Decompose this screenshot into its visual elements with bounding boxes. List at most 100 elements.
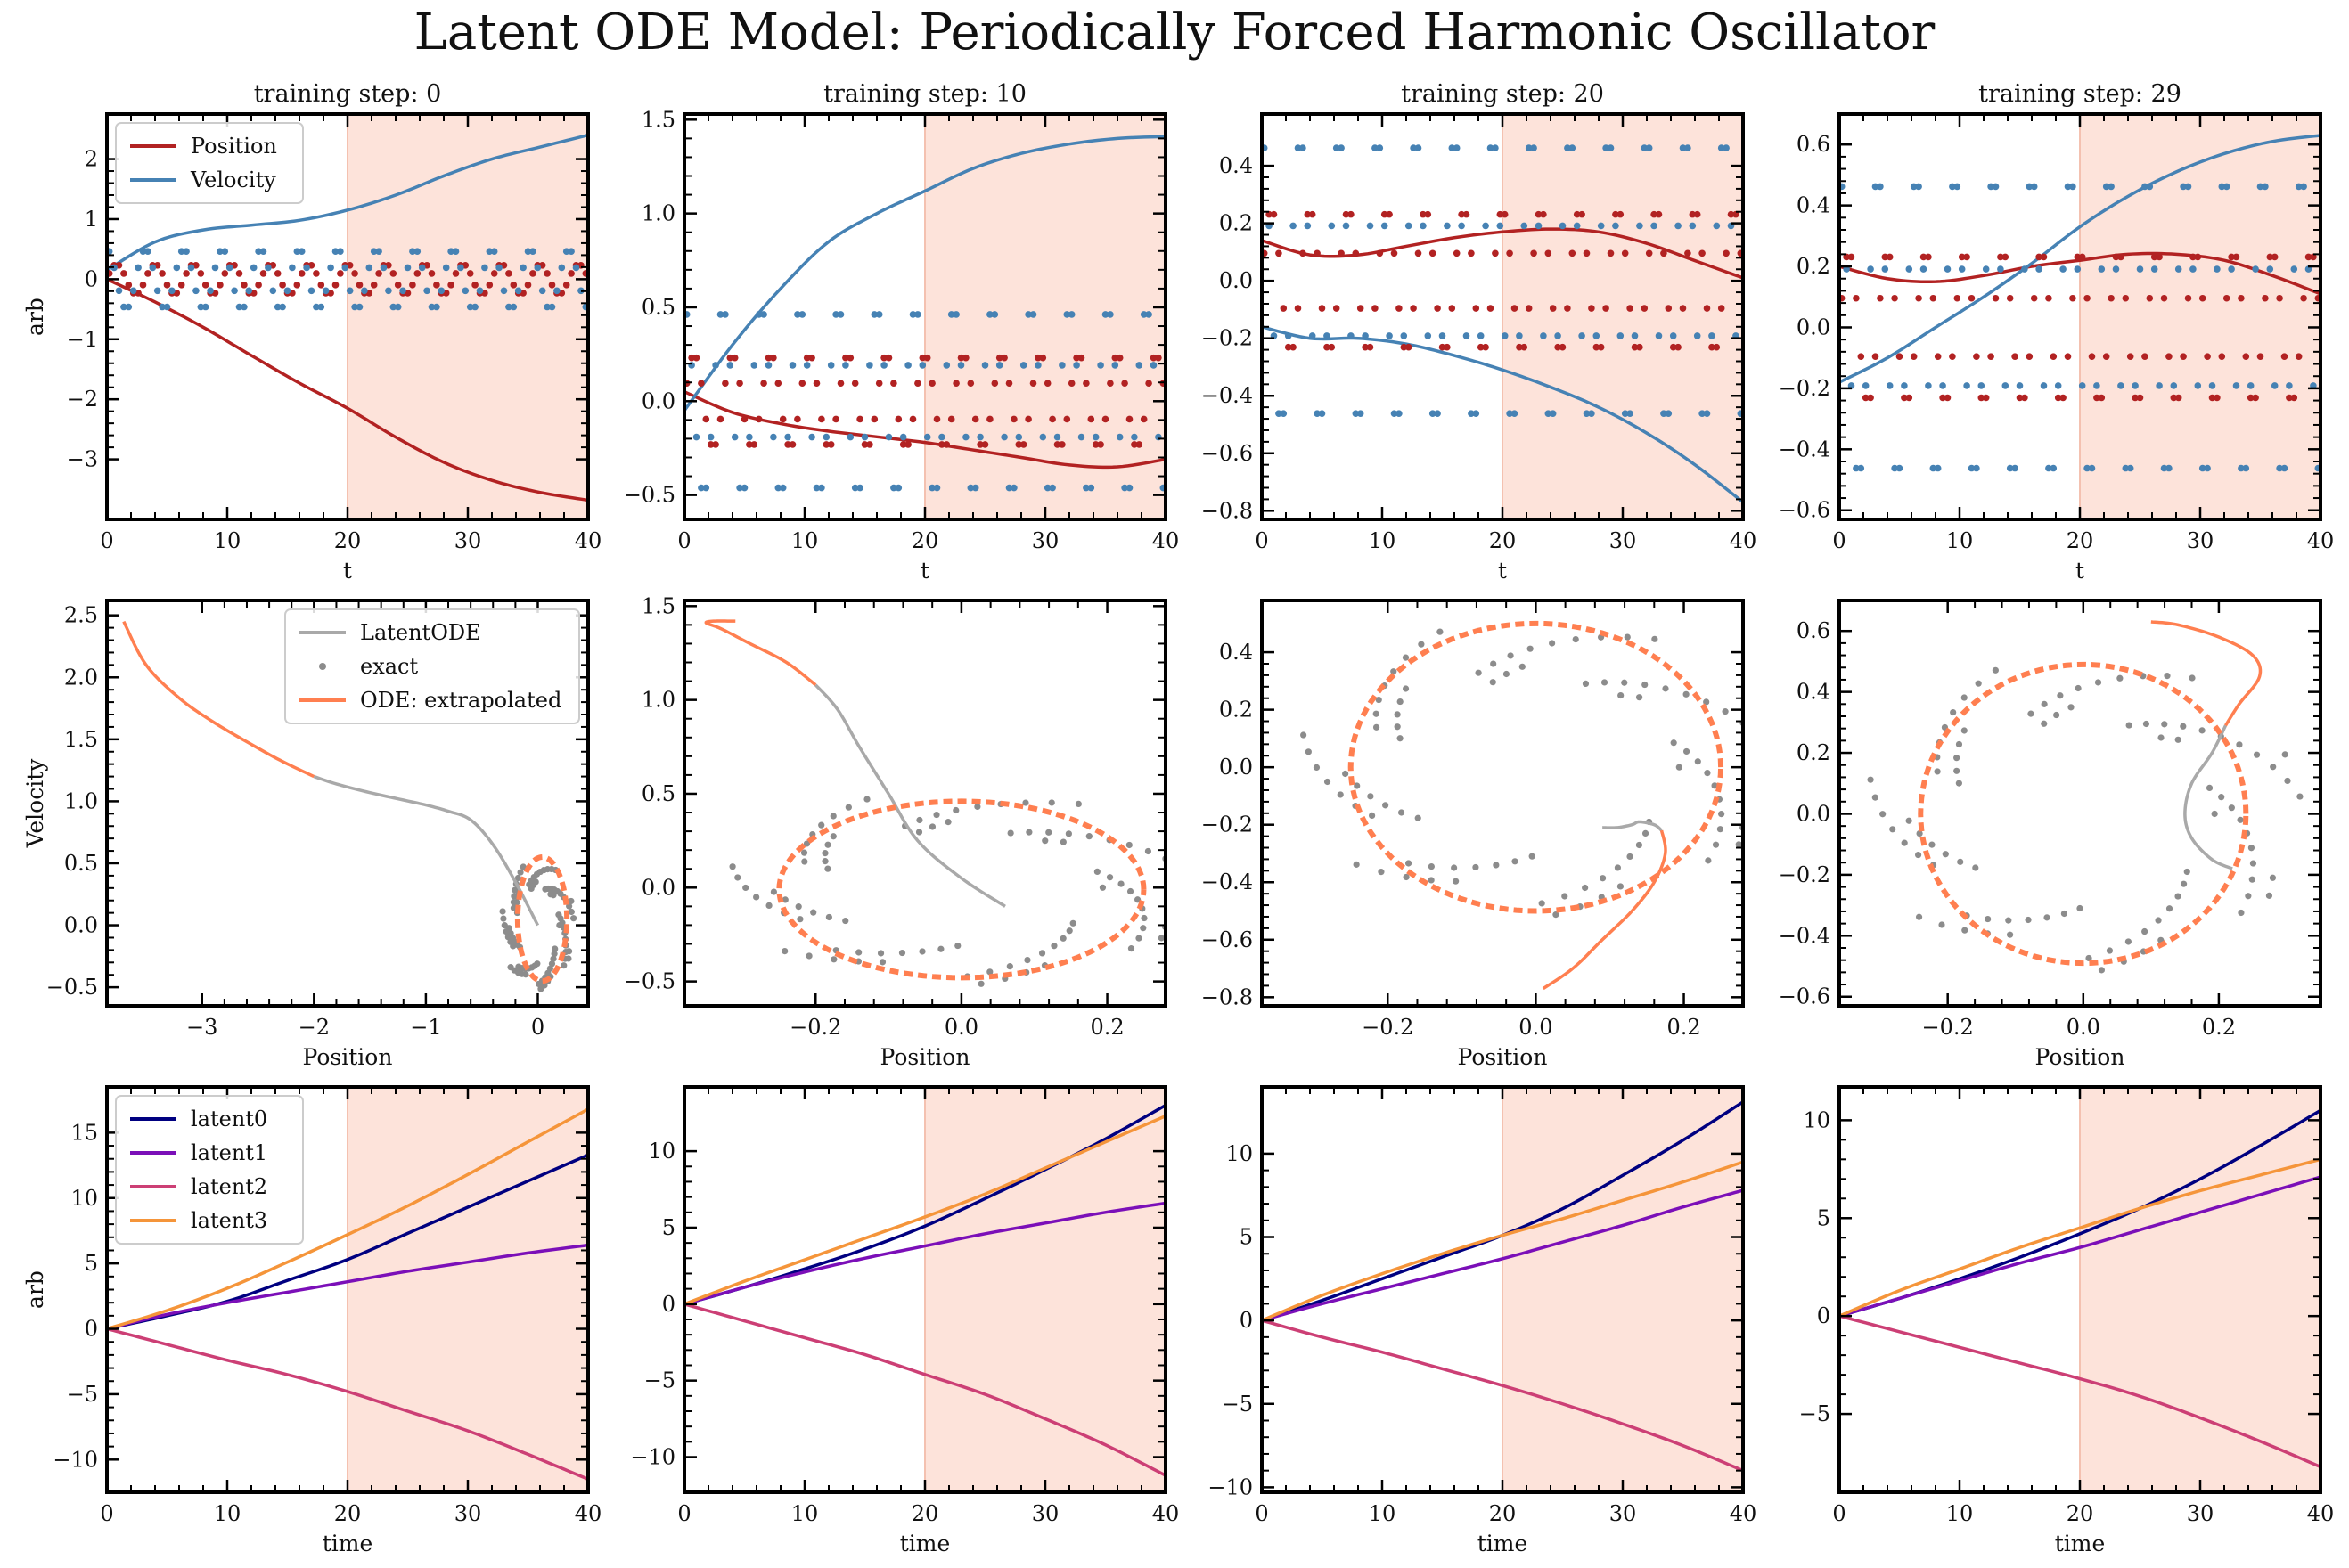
- velocity-sample-point: [1453, 144, 1461, 151]
- position-sample-point: [1669, 343, 1677, 351]
- position-sample-point: [1044, 380, 1052, 387]
- position-sample-point: [298, 270, 306, 277]
- exact-point: [824, 865, 831, 872]
- exact-point: [1313, 764, 1321, 771]
- exact-point: [845, 804, 852, 811]
- y-tick-label: −5: [644, 1368, 675, 1393]
- position-sample-point: [1616, 210, 1625, 218]
- exact-point: [2165, 905, 2173, 912]
- exact-point: [1024, 957, 1031, 964]
- velocity-sample-point: [307, 287, 315, 295]
- position-sample-point: [1376, 249, 1384, 257]
- exact-point: [742, 884, 749, 892]
- exact-point: [1599, 875, 1607, 882]
- velocity-sample-point: [919, 362, 927, 369]
- plot-area: [107, 1087, 588, 1492]
- position-sample-point: [1968, 294, 1976, 302]
- y-tick-label: 0.0: [642, 388, 675, 413]
- position-sample-point: [1905, 394, 1913, 402]
- velocity-sample-point: [110, 264, 118, 272]
- exact-point: [1048, 799, 1055, 806]
- exact-point: [1955, 740, 1963, 748]
- velocity-sample-point: [779, 484, 787, 492]
- position-sample-point: [370, 282, 378, 289]
- exact-point: [2249, 860, 2257, 867]
- exact-point: [565, 955, 572, 962]
- exact-point: [1716, 826, 1723, 833]
- position-sample-point: [413, 270, 422, 277]
- velocity-sample-point: [1905, 265, 1913, 273]
- x-tick-label: 0: [1255, 528, 1268, 553]
- velocity-sample-point: [1294, 144, 1302, 151]
- position-sample-point: [712, 441, 719, 448]
- exact-point: [1641, 829, 1649, 837]
- exact-point: [877, 950, 885, 957]
- y-tick-label: 5: [85, 1251, 98, 1276]
- position-sample-point: [1087, 415, 1095, 423]
- position-sample-point: [255, 282, 262, 289]
- exact-point: [1428, 862, 1435, 870]
- position-sample-point: [548, 282, 556, 289]
- velocity-sample-point: [2300, 183, 2307, 191]
- velocity-sample-point: [1390, 410, 1398, 418]
- y-tick-label: 1.5: [642, 107, 675, 132]
- y-tick-label: 0.2: [1219, 211, 1253, 236]
- position-sample-point: [1063, 415, 1071, 423]
- position-sample-point: [2280, 353, 2288, 361]
- velocity-sample-point: [1073, 362, 1080, 369]
- velocity-sample-point: [1438, 332, 1446, 339]
- position-sample-point: [452, 270, 460, 277]
- velocity-sample-point: [1145, 311, 1152, 318]
- position-sample-point: [2174, 394, 2182, 402]
- position-sample-point: [1506, 249, 1513, 257]
- exact-point: [1769, 747, 1775, 754]
- extrapolation-region: [2080, 1087, 2320, 1492]
- velocity-sample-point: [875, 311, 883, 318]
- position-sample-point: [529, 270, 536, 277]
- exact-point: [2041, 700, 2048, 707]
- exact-point: [2237, 816, 2244, 823]
- exact-point: [2253, 751, 2261, 758]
- velocity-sample-point: [2228, 265, 2235, 273]
- y-axis-label: Velocity: [22, 758, 48, 849]
- velocity-sample-point: [947, 311, 955, 318]
- position-sample-point: [1679, 305, 1687, 312]
- position-sample-point: [1919, 253, 1927, 261]
- velocity-sample-point: [225, 264, 233, 272]
- position-sample-point: [2093, 394, 2100, 402]
- exact-point: [1928, 841, 1936, 848]
- plot-area: [1300, 620, 1775, 991]
- position-sample-point: [1573, 210, 1581, 218]
- velocity-sample-point: [1641, 144, 1649, 151]
- exact-point: [547, 891, 554, 898]
- exact-point: [1957, 858, 1964, 865]
- plot-area: [1262, 1087, 1743, 1492]
- exact-point: [1718, 811, 1725, 818]
- series-line-position: [107, 277, 588, 502]
- position-sample-point: [1468, 249, 1475, 257]
- velocity-sample-point: [1371, 144, 1379, 151]
- position-sample-point: [784, 441, 791, 448]
- exact-point: [810, 909, 817, 916]
- velocity-sample-point: [2078, 382, 2086, 389]
- velocity-sample-point: [2122, 464, 2130, 472]
- velocity-sample-point: [1125, 484, 1134, 492]
- axes-frame: [105, 599, 590, 1008]
- position-sample-point: [904, 441, 912, 448]
- exact-point: [842, 917, 849, 925]
- velocity-sample-point: [760, 311, 767, 318]
- exact-point: [1175, 848, 1182, 854]
- position-sample-point: [2218, 353, 2226, 361]
- exact-point: [1756, 733, 1762, 739]
- position-sample-point: [2141, 353, 2148, 361]
- velocity-sample-point: [298, 248, 306, 256]
- exact-point: [2161, 721, 2168, 728]
- exact-point: [1992, 666, 1999, 674]
- exact-point: [1711, 782, 1718, 789]
- velocity-sample-point: [433, 303, 440, 311]
- velocity-sample-point: [967, 484, 975, 492]
- y-tick-label: 1.0: [642, 201, 675, 226]
- velocity-sample-point: [2035, 265, 2042, 273]
- exact-point: [1069, 919, 1076, 927]
- exact-point: [2284, 777, 2291, 785]
